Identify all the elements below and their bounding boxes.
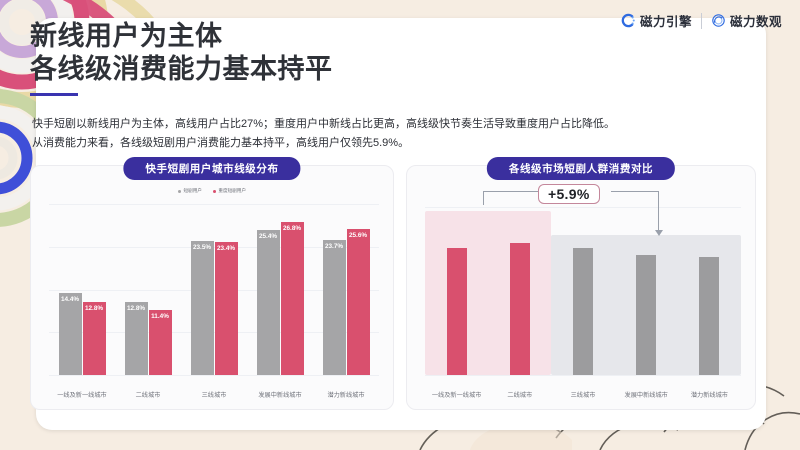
gridline xyxy=(425,207,741,209)
summary-paragraph: 快手短剧以新线用户为主体，高线用户占比27%；重度用户中新线占比更高，高线级快节… xyxy=(32,116,752,154)
bar: 26.8% xyxy=(280,222,304,375)
legend-swatch-gray xyxy=(178,189,182,193)
title-underline xyxy=(30,93,78,96)
annotation-arrow-icon xyxy=(655,230,663,236)
plot-area-left: 14.4% 12.8% 12.8% 11.4% 23.5% 23.4% 25.4% 26.8%… xyxy=(49,204,379,376)
bar xyxy=(699,257,720,375)
headline-line-2: 各线级消费能力基本持平 xyxy=(30,54,333,84)
chart-panel-tier-consumption: 各线级市场短剧人群消费对比 +5.9% 一线及新一线城市 二线城市 三线城市 发展中新… xyxy=(406,157,756,410)
bar-group xyxy=(551,204,614,375)
plot-area-right xyxy=(425,204,741,376)
secondary-brand-label: 磁力数观 xyxy=(729,15,782,29)
bar-value-label: 26.8% xyxy=(282,225,302,233)
bar: 23.5% xyxy=(190,241,214,375)
bar-value-label: 23.7% xyxy=(324,242,344,250)
bar-groups-left: 14.4% 12.8% 12.8% 11.4% 23.5% 23.4% 25.4% 26.8%… xyxy=(49,204,379,375)
delta-annotation-badge: +5.9% xyxy=(538,184,600,204)
annotation-connector-top-right xyxy=(611,191,659,192)
bar-value-label: 12.8% xyxy=(126,305,146,313)
primary-brand: 磁力引擎 xyxy=(621,11,692,30)
bar-group: 23.5% 23.4% xyxy=(181,204,247,375)
bar-value-label: 12.8% xyxy=(84,305,104,313)
bar-group: 23.7% 25.6% xyxy=(313,204,379,375)
primary-brand-label: 磁力引擎 xyxy=(639,15,692,29)
gridline xyxy=(49,246,379,248)
bar-value-label: 25.6% xyxy=(348,232,368,240)
bar xyxy=(446,248,467,375)
annotation-connector-right xyxy=(658,191,659,231)
bar-group xyxy=(425,204,488,375)
bar: 25.4% xyxy=(256,230,280,375)
bar xyxy=(573,248,593,375)
legend-item-1: 重度短剧用户 xyxy=(212,188,246,194)
headline-line-1: 新线用户为主体 xyxy=(30,21,223,51)
summary-line-2: 从消费能力来看，各线级短剧用户消费能力基本持平，高线用户仅领先5.9%。 xyxy=(32,137,410,149)
bar xyxy=(636,255,657,375)
bar: 12.8% xyxy=(82,302,106,375)
x-axis-label: 一线及新一线城市 xyxy=(57,392,107,399)
summary-line-1: 快手短剧以新线用户为主体，高线用户占比27%；重度用户中新线占比更高，高线级快节… xyxy=(32,118,616,130)
x-axis-label: 发展中新线城市 xyxy=(624,392,668,399)
bar: 14.4% xyxy=(58,292,82,375)
bar-group xyxy=(615,204,678,375)
x-axis-label: 三线城市 xyxy=(570,392,596,399)
chart-title-right: 各线级市场短剧人群消费对比 xyxy=(486,157,676,180)
bar-value-label: 23.5% xyxy=(192,244,212,252)
bar-group xyxy=(678,204,741,375)
gridline xyxy=(425,375,741,376)
bar-groups-right xyxy=(425,204,741,375)
brand-divider xyxy=(700,12,702,29)
gridline xyxy=(49,204,379,205)
x-axis-label: 三线城市 xyxy=(201,392,227,399)
x-axis-right: 一线及新一线城市 二线城市 三线城市 发展中新线城市 潜力新线城市 xyxy=(425,390,741,399)
legend-label-1: 重度短剧用户 xyxy=(218,188,246,193)
brand-logos: 磁力引擎 磁力数观 xyxy=(621,11,782,30)
chart-legend-left: 短剧用户 重度短剧用户 xyxy=(178,188,246,194)
bar-value-label: 23.4% xyxy=(216,244,236,252)
bar-group: 25.4% 26.8% xyxy=(247,204,313,375)
x-axis-label: 潜力新线城市 xyxy=(690,392,728,399)
x-axis-label: 发展中新线城市 xyxy=(258,392,302,399)
x-axis-label: 二线城市 xyxy=(135,392,161,399)
x-axis-label: 二线城市 xyxy=(507,392,533,399)
bar: 23.4% xyxy=(214,241,238,375)
bar-group: 14.4% 12.8% xyxy=(49,204,115,375)
x-axis-label: 潜力新线城市 xyxy=(327,392,365,399)
bar-value-label: 11.4% xyxy=(151,313,169,321)
secondary-brand: 磁力数观 xyxy=(711,11,782,30)
bar-group: 12.8% 11.4% xyxy=(115,204,181,375)
highlight-band xyxy=(425,210,552,375)
chart-title-left: 快手短剧用户城市线级分布 xyxy=(123,157,301,180)
bar: 12.8% xyxy=(124,302,148,375)
bar xyxy=(509,243,530,375)
annotation-connector-left xyxy=(483,191,484,205)
legend-label-0: 短剧用户 xyxy=(183,188,202,193)
x-axis-left: 一线及新一线城市 二线城市 三线城市 发展中新线城市 潜力新线城市 xyxy=(49,390,379,399)
gridline xyxy=(49,375,379,376)
gridline xyxy=(49,289,379,291)
bar: 23.7% xyxy=(322,239,346,375)
bar-value-label: 14.4% xyxy=(60,295,80,303)
c-ring-icon xyxy=(621,13,635,28)
bar: 25.6% xyxy=(346,229,370,375)
legend-item-0: 短剧用户 xyxy=(178,188,202,194)
x-axis-label: 一线及新一线城市 xyxy=(431,392,482,399)
annotation-connector-top-left xyxy=(483,191,539,192)
legend-swatch-pink xyxy=(212,189,216,193)
circle-ring-icon xyxy=(712,14,725,27)
bar-group xyxy=(488,204,551,375)
page-title: 新线用户为主体 各线级消费能力基本持平 xyxy=(30,20,333,96)
bar: 11.4% xyxy=(148,310,172,375)
gridline xyxy=(49,332,379,334)
bar-value-label: 25.4% xyxy=(258,233,278,241)
chart-panel-city-tier-distribution: 快手短剧用户城市线级分布 短剧用户 重度短剧用户 14.4% 12.8% 12.8%… xyxy=(30,157,394,410)
